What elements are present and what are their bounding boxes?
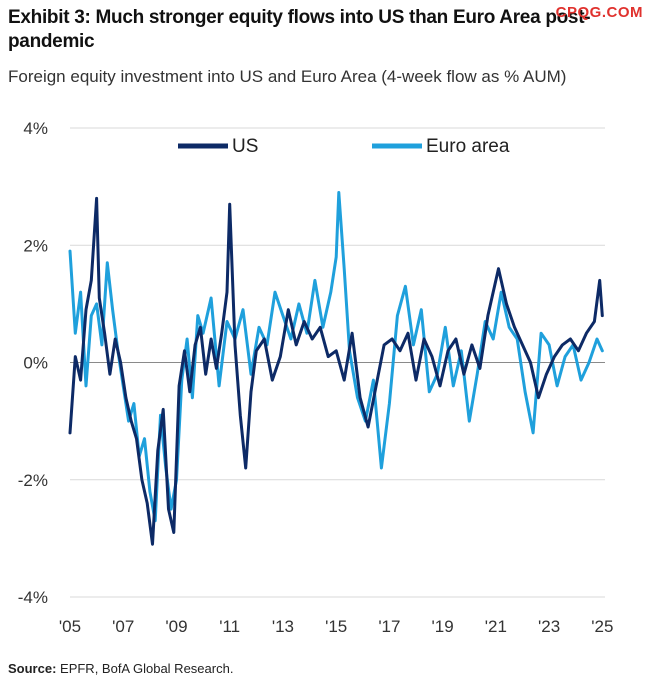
x-tick-label: '07 bbox=[112, 617, 134, 636]
x-tick-label: '15 bbox=[325, 617, 347, 636]
legend-item-euro-area: Euro area bbox=[372, 136, 510, 157]
x-tick-label: '25 bbox=[591, 617, 613, 636]
x-tick-label: '19 bbox=[432, 617, 454, 636]
x-tick-label: '05 bbox=[59, 617, 81, 636]
y-tick-label: 0% bbox=[23, 354, 48, 373]
legend-label: Euro area bbox=[426, 136, 510, 157]
line-chart: -4% -2% 0% 2% 4% '05 '07 '09 '11 '13 '15 '17 '19 '21… bbox=[18, 119, 614, 636]
chart-title: Exhibit 3: Much stronger equity flows in… bbox=[8, 7, 591, 52]
legend-label: US bbox=[232, 136, 258, 157]
y-axis-ticks: -4% -2% 0% 2% 4% bbox=[18, 119, 48, 607]
source-text: EPFR, BofA Global Research. bbox=[56, 661, 234, 676]
x-axis-ticks: '05 '07 '09 '11 '13 '15 '17 '19 '21 '23 '25 bbox=[59, 617, 613, 636]
x-tick-label: '13 bbox=[272, 617, 294, 636]
source-label: Source: bbox=[8, 661, 57, 676]
series-line-euro-area bbox=[68, 191, 604, 523]
x-tick-label: '17 bbox=[378, 617, 400, 636]
y-tick-label: 2% bbox=[23, 236, 48, 255]
legend: US Euro area bbox=[178, 136, 510, 157]
watermark: CPQG.COM bbox=[555, 4, 643, 21]
x-tick-label: '11 bbox=[219, 617, 240, 636]
y-tick-label: -4% bbox=[18, 588, 48, 607]
series-line-us bbox=[68, 196, 604, 546]
x-tick-label: '09 bbox=[165, 617, 187, 636]
series-lines bbox=[68, 191, 604, 546]
legend-item-us: US bbox=[178, 136, 258, 157]
source-note: Source: EPFR, BofA Global Research. bbox=[8, 661, 233, 676]
y-tick-label: 4% bbox=[23, 119, 48, 138]
x-tick-label: '23 bbox=[538, 617, 560, 636]
y-tick-label: -2% bbox=[18, 471, 48, 490]
chart-subtitle: Foreign equity investment into US and Eu… bbox=[8, 67, 567, 86]
x-tick-label: '21 bbox=[485, 617, 507, 636]
